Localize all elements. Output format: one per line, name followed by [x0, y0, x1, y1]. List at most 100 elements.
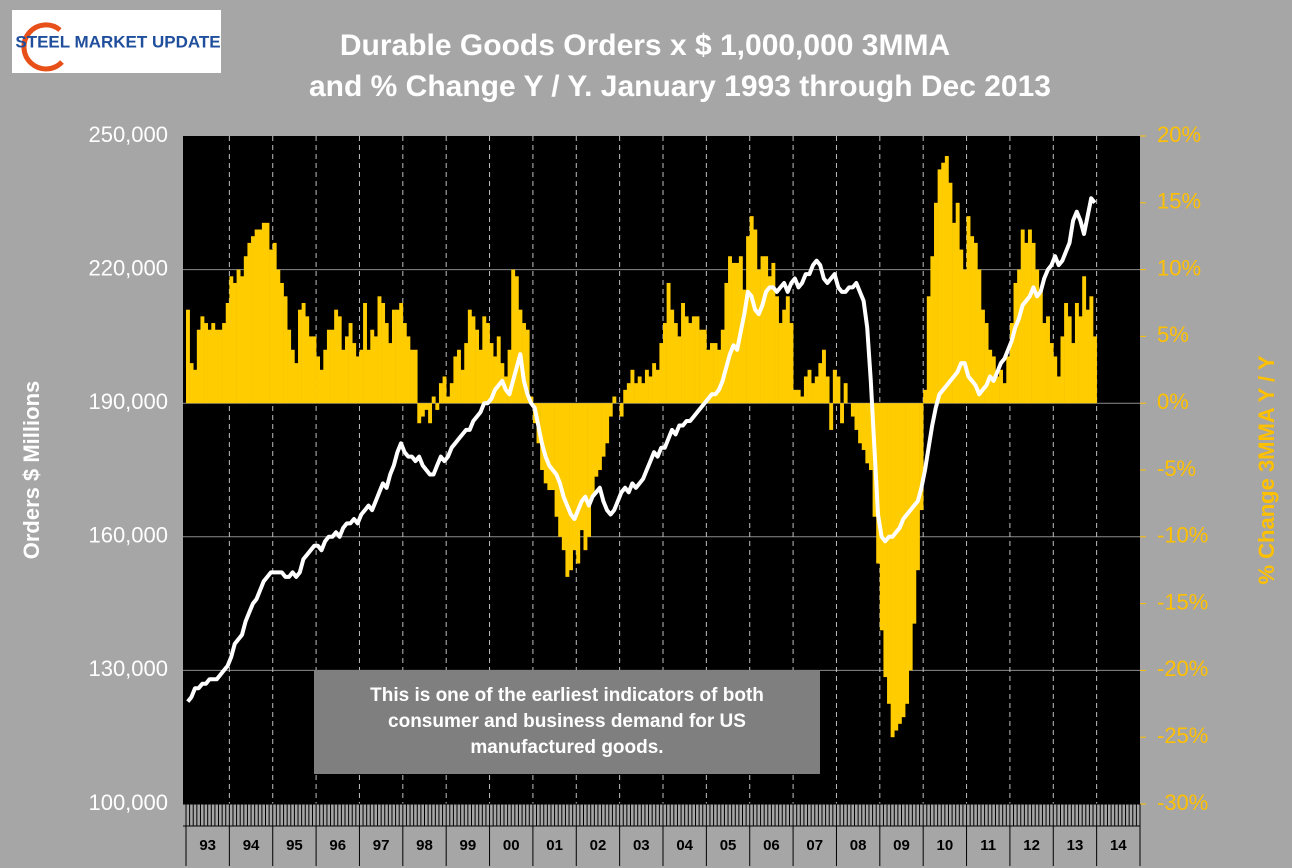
y2-tick-label: -5% [1157, 456, 1196, 481]
bar [652, 363, 657, 404]
bar [363, 303, 367, 404]
bar [232, 282, 237, 404]
bar [1027, 229, 1032, 404]
bar [547, 403, 552, 491]
bar [554, 403, 559, 517]
bar [1060, 336, 1065, 404]
bar [352, 343, 357, 404]
bar [222, 323, 227, 404]
bar [579, 403, 584, 531]
bar [355, 356, 360, 404]
bar [655, 369, 660, 404]
bar [684, 316, 689, 404]
bar [424, 403, 429, 410]
bar [225, 303, 230, 404]
bar [496, 336, 501, 404]
bar [587, 403, 592, 537]
bar [746, 236, 751, 404]
y2-tick-label: 20% [1157, 122, 1201, 147]
bar [572, 403, 577, 551]
x-tick-label: 98 [416, 837, 433, 854]
bar [258, 229, 263, 404]
bar [681, 303, 685, 404]
x-tick-label: 94 [243, 837, 260, 854]
bar [1009, 323, 1014, 404]
bar [207, 329, 212, 404]
bar [919, 403, 924, 511]
bar [959, 249, 964, 404]
bar [211, 323, 216, 404]
bar [941, 162, 946, 404]
bar [937, 169, 942, 404]
bar [373, 336, 378, 404]
bar [341, 349, 346, 404]
bar [731, 262, 736, 404]
bar [1035, 269, 1040, 404]
bar [417, 403, 422, 424]
y-tick-label: 100,000 [88, 790, 168, 815]
bar [511, 269, 516, 404]
bar [485, 323, 490, 404]
bar [926, 296, 931, 404]
bar [644, 369, 649, 404]
bar [1042, 323, 1047, 404]
bar [381, 303, 386, 404]
bar [749, 216, 754, 404]
bar [634, 383, 639, 404]
bar [431, 396, 436, 404]
bar [724, 282, 729, 404]
bar [186, 309, 190, 404]
x-tick-label: 04 [676, 837, 693, 854]
bar [670, 309, 675, 404]
logo-swoosh [21, 22, 64, 72]
bar [1085, 309, 1090, 404]
y-tick-label: 250,000 [88, 122, 168, 147]
chart-title: Durable Goods Orders x $ 1,000,000 3MMA [340, 29, 950, 62]
x-tick-label: 01 [546, 837, 563, 854]
bar [196, 329, 201, 404]
bar [594, 403, 599, 477]
bar [1093, 336, 1097, 404]
bar [189, 363, 194, 404]
x-tick-label: 03 [633, 837, 650, 854]
bar [814, 376, 819, 404]
bar [287, 329, 292, 404]
bar [316, 356, 321, 404]
bar [728, 256, 732, 404]
bar [1013, 282, 1018, 404]
bar [836, 376, 841, 404]
bar [399, 303, 404, 404]
bar [800, 396, 805, 404]
bar [753, 229, 758, 404]
bar [789, 323, 794, 404]
bar [984, 323, 989, 404]
bar [843, 383, 848, 404]
bar [1056, 376, 1061, 404]
bar [337, 316, 342, 404]
bar [522, 323, 526, 404]
chart-title: and % Change Y / Y. January 1993 through… [309, 70, 1051, 103]
bar [272, 242, 277, 404]
bar [713, 343, 718, 404]
bar [489, 343, 494, 404]
bar [641, 383, 646, 404]
bar [894, 403, 899, 731]
bar [966, 216, 971, 404]
bar [269, 249, 274, 404]
bar [688, 323, 693, 404]
x-tick-label: 93 [199, 837, 216, 854]
bar [308, 336, 313, 404]
bar [897, 403, 902, 724]
bar [720, 329, 725, 404]
bar [388, 343, 393, 404]
bar [597, 403, 602, 470]
x-tick-label: 08 [850, 837, 867, 854]
y-tick-label: 220,000 [88, 255, 168, 280]
bar [514, 276, 519, 404]
bar [879, 403, 884, 631]
bar [590, 403, 595, 497]
bar [218, 329, 223, 404]
bar [778, 323, 783, 404]
bar [460, 369, 465, 404]
bar [1006, 356, 1011, 404]
